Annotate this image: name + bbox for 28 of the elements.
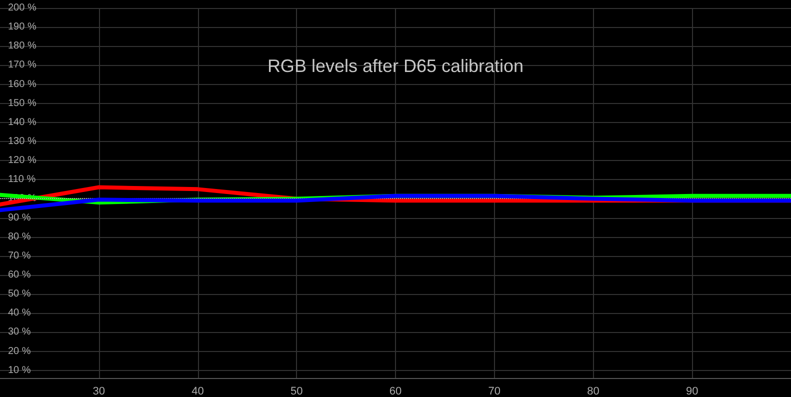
y-tick-label: 120 % [8,155,36,166]
x-tick-label: 30 [92,386,105,397]
y-tick-label: 200 % [8,2,36,14]
y-tick-label: 40 % [8,308,31,319]
y-tick-label: 70 % [8,250,31,262]
y-tick-label: 160 % [8,78,36,90]
x-tick-label: 60 [389,386,402,397]
x-tick-label: 90 [686,386,698,397]
y-tick-label: 150 % [8,98,36,109]
y-tick-label: 140 % [8,116,36,128]
y-tick-label: 60 % [8,270,31,281]
y-tick-label: 180 % [8,40,36,52]
y-tick-label: 30 % [8,326,31,338]
y-tick-label: 130 % [8,136,36,148]
x-tick-label: 80 [587,386,600,397]
y-tick-label: 80 % [8,231,31,242]
x-tick-label: 50 [290,386,303,397]
x-tick-label: 40 [192,386,204,397]
y-tick-label: 90 % [8,212,31,224]
y-tick-label: 10 % [8,364,31,376]
y-tick-label: 50 % [8,288,31,300]
y-tick-label: 170 % [8,60,36,71]
y-tick-label: 190 % [8,22,36,33]
line-series [0,194,791,212]
text: RGB levels after D65 calibration [267,56,524,76]
x-tick-label: 70 [488,386,500,397]
y-tick-label: 20 % [8,346,31,357]
y-tick-label: 110 % [8,174,36,186]
